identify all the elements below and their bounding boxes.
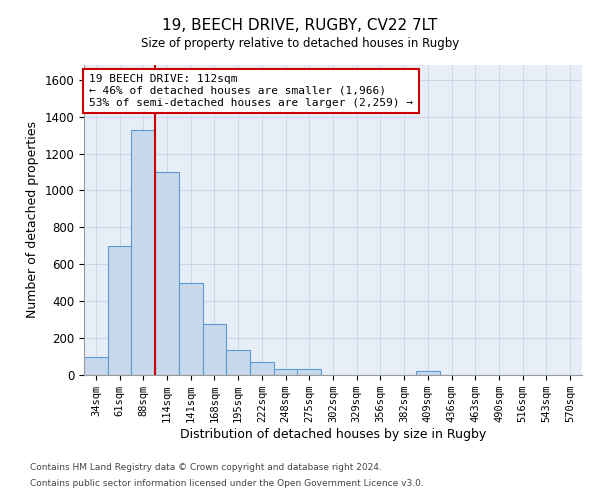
Bar (274, 369, 298, 375)
Text: 19, BEECH DRIVE, RUGBY, CV22 7LT: 19, BEECH DRIVE, RUGBY, CV22 7LT (163, 18, 437, 32)
Bar (226, 350, 250, 375)
Text: 19 BEECH DRIVE: 112sqm
← 46% of detached houses are smaller (1,966)
53% of semi-: 19 BEECH DRIVE: 112sqm ← 46% of detached… (89, 74, 413, 108)
Bar (108, 246, 131, 375)
Bar (131, 130, 155, 375)
X-axis label: Distribution of detached houses by size in Rugby: Distribution of detached houses by size … (180, 428, 486, 441)
Bar (179, 282, 203, 375)
Bar (84, 357, 108, 375)
Bar (250, 362, 274, 375)
Bar (203, 324, 226, 375)
Text: Size of property relative to detached houses in Rugby: Size of property relative to detached ho… (141, 38, 459, 51)
Bar (416, 372, 440, 375)
Bar (298, 369, 321, 375)
Text: Contains HM Land Registry data © Crown copyright and database right 2024.: Contains HM Land Registry data © Crown c… (30, 464, 382, 472)
Y-axis label: Number of detached properties: Number of detached properties (26, 122, 39, 318)
Text: Contains public sector information licensed under the Open Government Licence v3: Contains public sector information licen… (30, 478, 424, 488)
Bar (155, 172, 179, 375)
